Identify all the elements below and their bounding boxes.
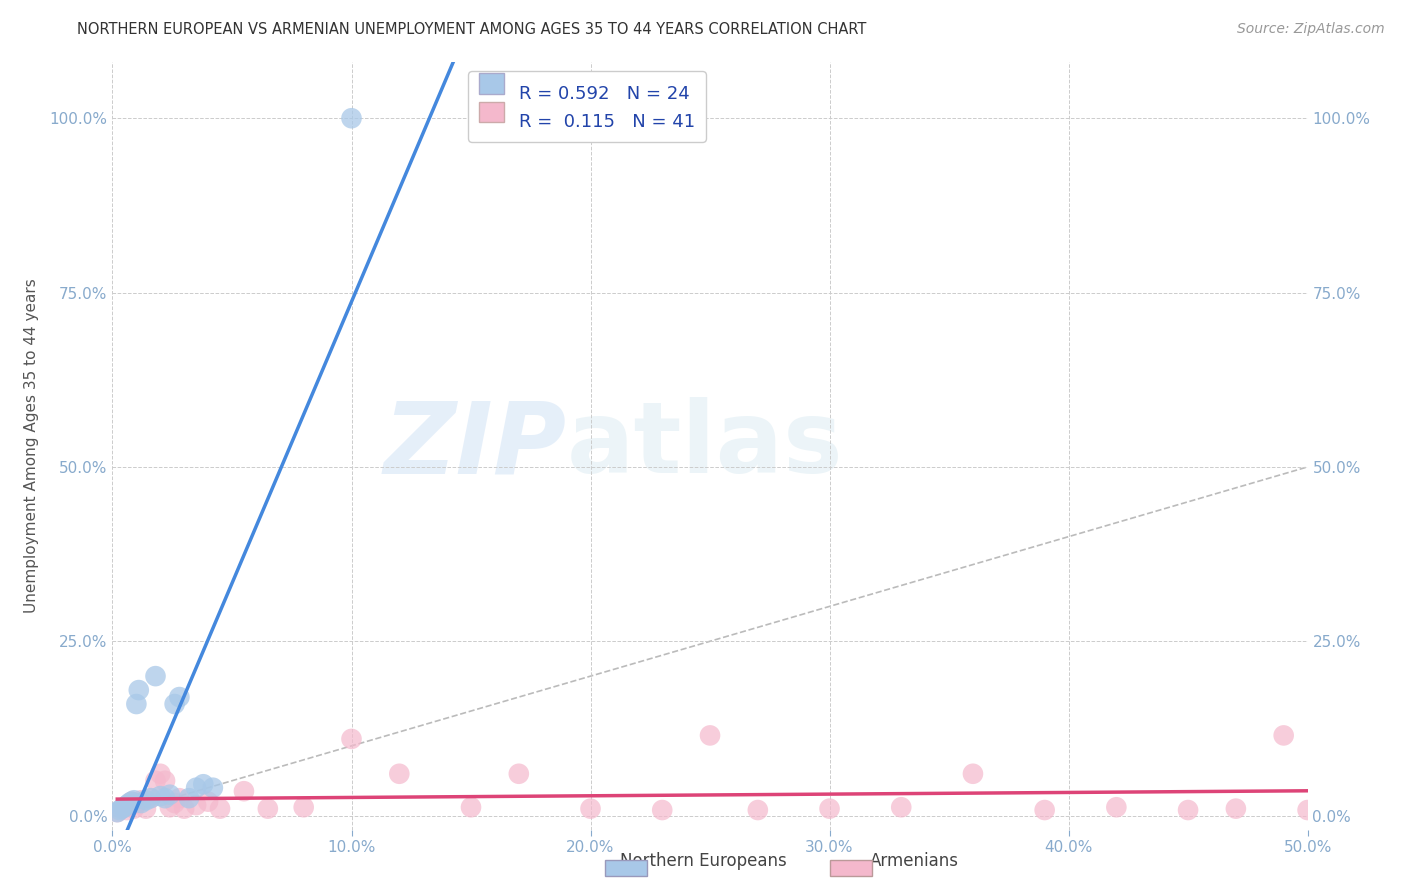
Point — [111, 802, 134, 816]
Point — [125, 697, 148, 711]
Point — [163, 796, 186, 810]
Point — [890, 800, 912, 814]
Point — [139, 791, 162, 805]
Point — [257, 802, 280, 816]
Point — [197, 795, 219, 809]
Point — [145, 773, 167, 788]
Point — [340, 112, 363, 126]
Point — [508, 766, 530, 780]
Point — [122, 793, 145, 807]
Point — [169, 690, 191, 704]
Text: NORTHERN EUROPEAN VS ARMENIAN UNEMPLOYMENT AMONG AGES 35 TO 44 YEARS CORRELATION: NORTHERN EUROPEAN VS ARMENIAN UNEMPLOYME… — [77, 22, 866, 37]
Point — [115, 798, 138, 813]
Point — [114, 800, 135, 814]
Point — [159, 788, 181, 802]
Point — [114, 800, 135, 814]
Point — [169, 791, 191, 805]
Point — [129, 793, 152, 807]
Point — [149, 789, 172, 803]
Point — [118, 796, 141, 810]
Point — [699, 728, 721, 742]
Point — [1272, 728, 1295, 742]
Point — [388, 766, 411, 780]
Text: Source: ZipAtlas.com: Source: ZipAtlas.com — [1237, 22, 1385, 37]
Point — [186, 780, 208, 795]
Point — [115, 803, 138, 817]
Point — [1033, 803, 1056, 817]
Point — [153, 773, 176, 788]
Point — [135, 802, 157, 816]
Point — [105, 805, 128, 819]
Point — [962, 766, 984, 780]
Point — [747, 803, 769, 817]
Point — [128, 683, 150, 698]
Point — [122, 802, 145, 816]
Point — [209, 802, 232, 816]
Point — [340, 731, 363, 746]
Point — [173, 802, 195, 816]
Point — [153, 791, 176, 805]
Text: atlas: atlas — [567, 398, 844, 494]
Y-axis label: Unemployment Among Ages 35 to 44 years: Unemployment Among Ages 35 to 44 years — [24, 278, 38, 614]
Point — [118, 798, 141, 813]
Point — [125, 796, 148, 810]
Legend: R = 0.592   N = 24, R =  0.115   N = 41: R = 0.592 N = 24, R = 0.115 N = 41 — [468, 71, 706, 142]
Point — [108, 803, 131, 817]
Text: Armenians: Armenians — [869, 852, 959, 870]
Point — [149, 766, 172, 780]
Point — [233, 784, 256, 798]
Point — [145, 669, 167, 683]
Point — [121, 795, 143, 809]
Point — [818, 802, 841, 816]
Point — [163, 697, 186, 711]
Point — [292, 800, 315, 814]
Point — [1105, 800, 1128, 814]
Point — [186, 798, 208, 813]
Point — [1225, 802, 1247, 816]
Point — [177, 791, 200, 805]
Point — [111, 802, 134, 816]
Point — [579, 802, 602, 816]
Point — [105, 805, 128, 819]
Point — [121, 795, 143, 809]
Point — [135, 793, 157, 807]
Text: Northern Europeans: Northern Europeans — [620, 852, 786, 870]
Point — [460, 800, 482, 814]
Point — [651, 803, 673, 817]
Point — [1177, 803, 1199, 817]
Point — [159, 800, 181, 814]
Text: ZIP: ZIP — [384, 398, 567, 494]
Point — [201, 780, 224, 795]
Point — [1296, 803, 1319, 817]
Point — [139, 791, 162, 805]
Point — [129, 796, 152, 810]
Point — [193, 777, 215, 791]
